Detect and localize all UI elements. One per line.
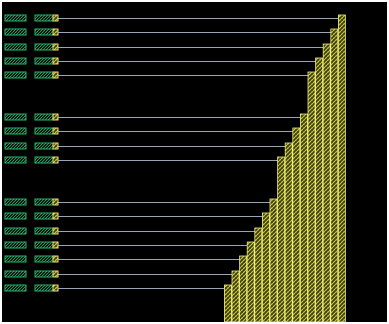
driver-pin-pad [34, 284, 54, 292]
driver-pin-pad [34, 156, 54, 164]
via-contact [52, 14, 59, 22]
cell-column [223, 284, 232, 323]
input-pin-pad [4, 255, 27, 263]
cell-column [246, 241, 255, 323]
driver-pin-pad [34, 43, 54, 51]
input-pin-pad [4, 142, 27, 150]
cell-column [239, 255, 248, 323]
driver-pin-pad [34, 71, 54, 79]
driver-pin-pad [34, 212, 54, 220]
input-pin-pad [4, 43, 27, 51]
driver-pin-pad [34, 198, 54, 206]
via-contact [52, 127, 59, 135]
cell-column [277, 156, 286, 323]
driver-pin-pad [34, 142, 54, 150]
cell-column [292, 127, 301, 323]
via-contact [52, 212, 59, 220]
driver-pin-pad [34, 57, 54, 65]
via-contact [52, 270, 59, 278]
via-contact [52, 142, 59, 150]
input-pin-pad [4, 156, 27, 164]
wire-layer [58, 18, 340, 289]
cell-column [231, 270, 240, 323]
input-pin-pad [4, 212, 27, 220]
cell-column [299, 113, 308, 323]
input-pin-pad [4, 28, 27, 36]
cell-column [284, 142, 293, 323]
via-contact [52, 28, 59, 36]
driver-pin-pad [34, 241, 54, 249]
driver-pin-pad [34, 227, 54, 235]
via-contact [52, 57, 59, 65]
via-contact [52, 198, 59, 206]
via-contact [52, 255, 59, 263]
cell-column [254, 227, 263, 323]
via-contact [52, 43, 59, 51]
via-contact [52, 71, 59, 79]
driver-pin-pad [34, 113, 54, 121]
input-pin-pad [4, 127, 27, 135]
cell-column [322, 43, 331, 323]
via-contact [52, 241, 59, 249]
pin-layer [4, 14, 59, 292]
via-contact [52, 156, 59, 164]
input-pin-pad [4, 57, 27, 65]
cell-column [315, 57, 324, 323]
driver-pin-pad [34, 14, 54, 22]
input-pin-pad [4, 241, 27, 249]
driver-pin-pad [34, 255, 54, 263]
driver-pin-pad [34, 28, 54, 36]
input-pin-pad [4, 198, 27, 206]
input-pin-pad [4, 227, 27, 235]
cell-column-layer [223, 14, 346, 323]
cell-column [337, 14, 346, 323]
driver-pin-pad [34, 270, 54, 278]
input-pin-pad [4, 14, 27, 22]
input-pin-pad [4, 270, 27, 278]
input-pin-pad [4, 113, 27, 121]
cell-column [269, 198, 278, 323]
driver-pin-pad [34, 127, 54, 135]
cell-column [261, 212, 270, 323]
via-contact [52, 113, 59, 121]
cell-column [307, 71, 316, 323]
input-pin-pad [4, 71, 27, 79]
input-pin-pad [4, 284, 27, 292]
cell-column [330, 28, 339, 323]
via-contact [52, 284, 59, 292]
via-contact [52, 227, 59, 235]
